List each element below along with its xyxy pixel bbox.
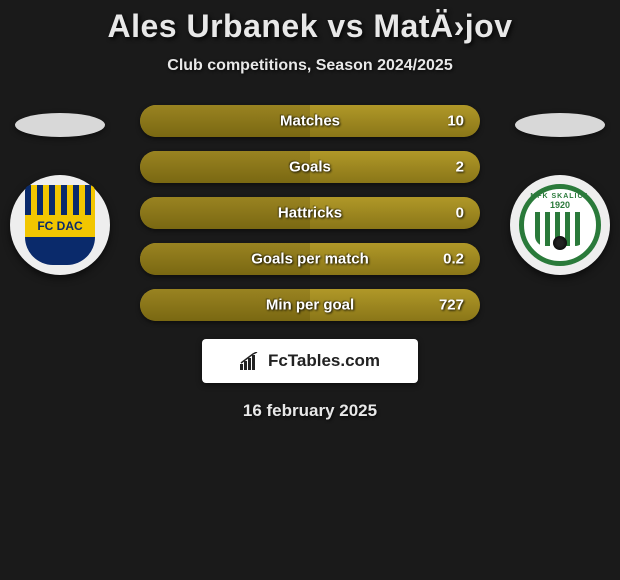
brand-box[interactable]: FcTables.com bbox=[202, 339, 418, 383]
stat-label: Matches bbox=[280, 113, 340, 130]
stat-value: 10 bbox=[447, 113, 464, 130]
stat-row: Goals per match 0.2 bbox=[140, 243, 480, 275]
comparison-card: Ales Urbanek vs MatÄ›jov Club competitio… bbox=[0, 0, 620, 421]
crest-arc-text: MFK SKALICA bbox=[530, 193, 589, 200]
left-club-badge: FC DAC bbox=[10, 175, 110, 275]
bar-chart-icon bbox=[240, 352, 262, 370]
stat-rows: Matches 10 Goals 2 Hattricks 0 Goals per… bbox=[140, 105, 480, 321]
page-title: Ales Urbanek vs MatÄ›jov bbox=[0, 8, 620, 45]
crest-stripes bbox=[535, 212, 585, 246]
crest-ball-icon bbox=[553, 236, 567, 250]
subtitle: Club competitions, Season 2024/2025 bbox=[0, 57, 620, 75]
stats-area: FC DAC MFK SKALICA 1920 Matches bbox=[0, 105, 620, 421]
badge-circle: FC DAC bbox=[10, 175, 110, 275]
stat-label: Hattricks bbox=[278, 205, 342, 222]
stat-row: Hattricks 0 bbox=[140, 197, 480, 229]
fc-dac-crest: FC DAC bbox=[25, 185, 95, 265]
crest-base bbox=[25, 237, 95, 265]
stat-row: Min per goal 727 bbox=[140, 289, 480, 321]
stat-label: Min per goal bbox=[266, 297, 354, 314]
mfk-skalica-crest: MFK SKALICA 1920 bbox=[519, 184, 601, 266]
left-player-ellipse bbox=[15, 113, 105, 137]
stat-value: 2 bbox=[456, 159, 464, 176]
crest-label: FC DAC bbox=[25, 215, 95, 237]
right-player-ellipse bbox=[515, 113, 605, 137]
date-line: 16 february 2025 bbox=[0, 401, 620, 421]
brand-text: FcTables.com bbox=[268, 351, 380, 371]
crest-stripes bbox=[25, 185, 95, 215]
stat-value: 727 bbox=[439, 297, 464, 314]
stat-bar-fill bbox=[140, 151, 310, 183]
right-club-badge: MFK SKALICA 1920 bbox=[510, 175, 610, 275]
stat-row: Matches 10 bbox=[140, 105, 480, 137]
crest-year: 1920 bbox=[550, 200, 570, 210]
stat-label: Goals per match bbox=[251, 251, 369, 268]
stat-row: Goals 2 bbox=[140, 151, 480, 183]
stat-label: Goals bbox=[289, 159, 331, 176]
badge-circle: MFK SKALICA 1920 bbox=[510, 175, 610, 275]
stat-value: 0 bbox=[456, 205, 464, 222]
stat-value: 0.2 bbox=[443, 251, 464, 268]
